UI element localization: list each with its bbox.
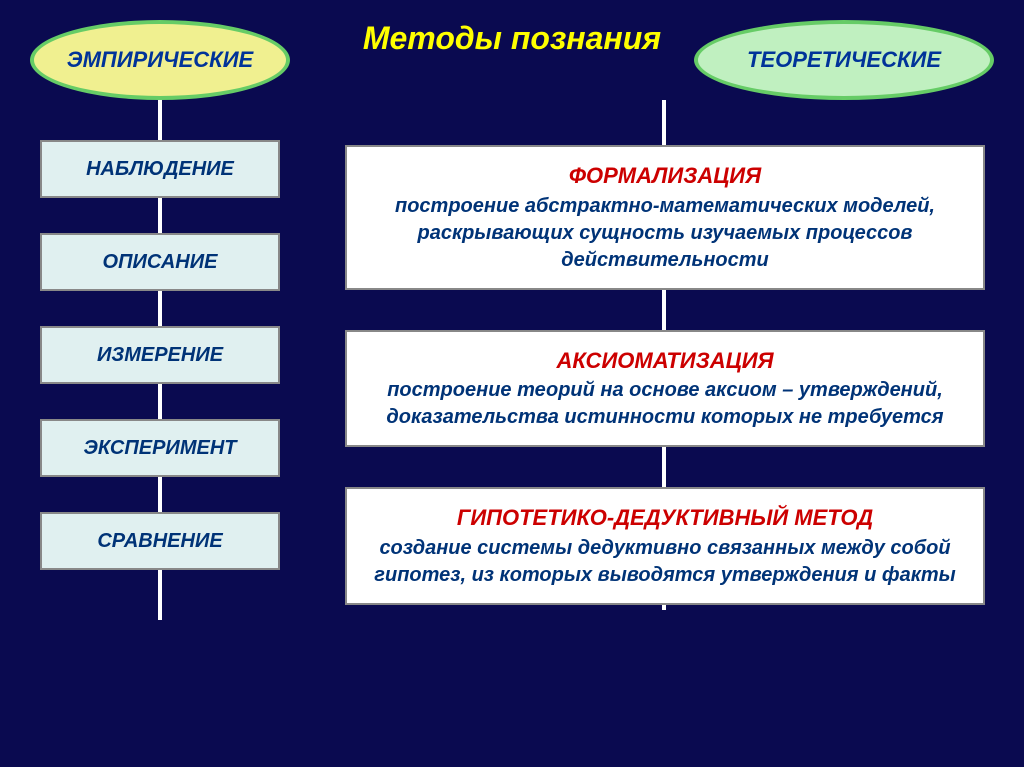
- right-box-heading: ФОРМАЛИЗАЦИЯ: [365, 161, 965, 191]
- left-box-label: ЭКСПЕРИМЕНТ: [84, 437, 237, 460]
- left-box-measurement: ИЗМЕРЕНИЕ: [40, 326, 280, 384]
- left-box-description: ОПИСАНИЕ: [40, 233, 280, 291]
- right-box-body: создание системы дедуктивно связанных ме…: [374, 537, 955, 586]
- left-box-comparison: СРАВНЕНИЕ: [40, 512, 280, 570]
- left-box-label: ИЗМЕРЕНИЕ: [97, 344, 223, 367]
- ellipse-left-label: ЭМПИРИЧЕСКИЕ: [67, 47, 253, 73]
- right-box-axiomatization: АКСИОМАТИЗАЦИЯ построение теорий на осно…: [345, 330, 985, 448]
- left-box-experiment: ЭКСПЕРИМЕНТ: [40, 419, 280, 477]
- ellipse-theoretical: ТЕОРЕТИЧЕСКИЕ: [694, 20, 994, 100]
- left-column: НАБЛЮДЕНИЕ ОПИСАНИЕ ИЗМЕРЕНИЕ ЭКСПЕРИМЕН…: [40, 140, 280, 605]
- right-box-body: построение теорий на основе аксиом – утв…: [386, 379, 943, 428]
- right-box-body: построение абстрактно-математических мод…: [395, 195, 935, 271]
- right-box-heading: АКСИОМАТИЗАЦИЯ: [365, 346, 965, 376]
- right-column: ФОРМАЛИЗАЦИЯ построение абстрактно-матем…: [345, 145, 985, 645]
- right-box-hypothetico-deductive: ГИПОТЕТИКО-ДЕДУКТИВНЫЙ МЕТОД создание си…: [345, 487, 985, 605]
- left-box-label: СРАВНЕНИЕ: [97, 530, 222, 553]
- left-box-label: ОПИСАНИЕ: [103, 251, 218, 274]
- ellipse-right-label: ТЕОРЕТИЧЕСКИЕ: [747, 47, 941, 73]
- diagram-title: Методы познания: [363, 20, 661, 57]
- right-box-heading: ГИПОТЕТИКО-ДЕДУКТИВНЫЙ МЕТОД: [365, 503, 965, 533]
- ellipse-empirical: ЭМПИРИЧЕСКИЕ: [30, 20, 290, 100]
- left-box-observation: НАБЛЮДЕНИЕ: [40, 140, 280, 198]
- left-box-label: НАБЛЮДЕНИЕ: [86, 158, 234, 181]
- right-box-formalization: ФОРМАЛИЗАЦИЯ построение абстрактно-матем…: [345, 145, 985, 290]
